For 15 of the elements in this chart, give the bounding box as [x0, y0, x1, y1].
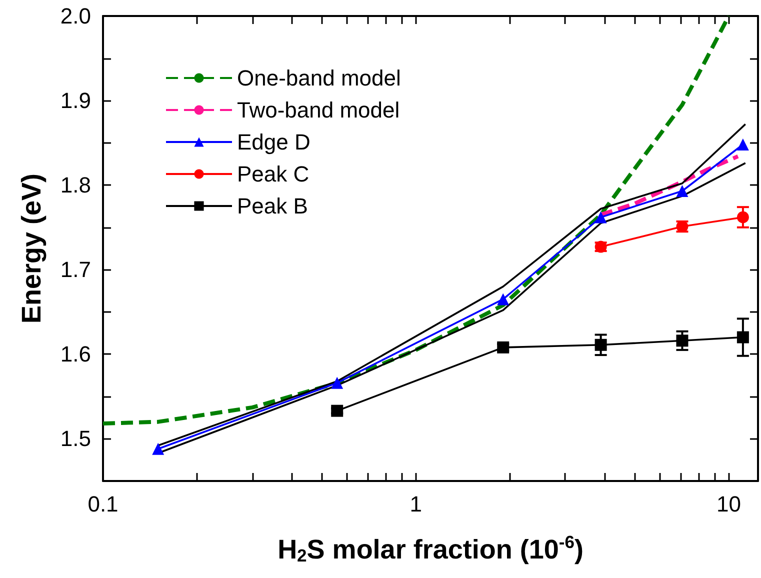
y-tick-label: 2.0 [60, 4, 91, 28]
x-tick-label: 10 [716, 492, 742, 516]
y-tick-label: 1.5 [60, 426, 91, 452]
legend-label: Peak B [237, 194, 308, 218]
legend-label: Peak C [237, 162, 310, 186]
y-tick-label: 1.9 [60, 88, 91, 114]
legend-label: Edge D [237, 130, 310, 154]
y-tick-label: 1.7 [60, 257, 91, 282]
y-axis-title: Energy (eV) [16, 173, 46, 324]
y-tick-label: 1.6 [60, 342, 91, 367]
legend-label: One-band model [237, 66, 401, 90]
x-tick-label: 0.1 [88, 492, 118, 516]
x-tick-label: 1 [410, 492, 422, 516]
y-tick-label: 1.8 [60, 172, 91, 198]
legend-label: Two-band model [237, 98, 400, 122]
